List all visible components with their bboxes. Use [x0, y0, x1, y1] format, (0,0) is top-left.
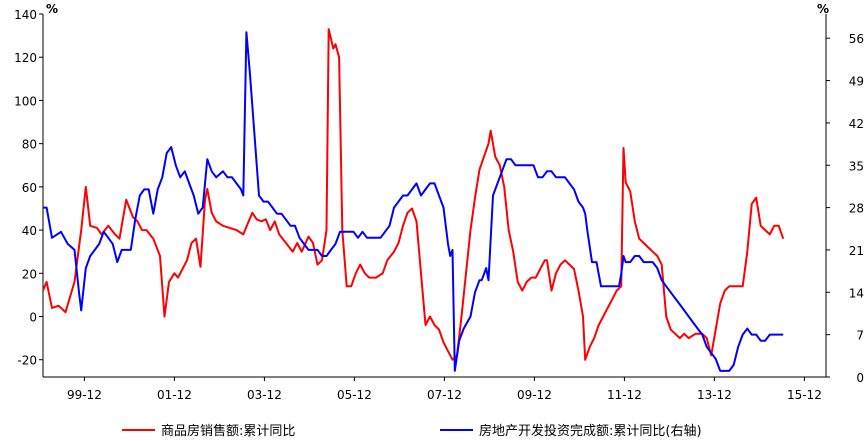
right-tick-label: 0 [856, 371, 864, 385]
left-tick-label: 120 [14, 51, 37, 65]
x-axis-ticks: 99-12 01-12 03-12 05-12 07-12 09-12 11-12 13-12… [67, 377, 822, 402]
x-tick-label: 15-12 [787, 388, 822, 402]
x-tick-label: 09-12 [517, 388, 552, 402]
left-tick-label: 140 [14, 8, 37, 22]
right-axis-unit: % [817, 2, 829, 16]
left-tick-label: -20 [17, 354, 37, 368]
left-axis-ticks: 140 120 100 80 60 40 20 0 -20 [14, 8, 43, 368]
right-tick-label: 14 [849, 286, 864, 300]
right-axis-ticks: 56 49 42 35 28 21 14 7 0 [826, 32, 864, 385]
x-tick-label: 01-12 [157, 388, 192, 402]
x-tick-label: 03-12 [247, 388, 282, 402]
legend-label-sales: 商品房销售额:累计同比 [161, 423, 295, 439]
legend: 商品房销售额:累计同比 房地产开发投资完成额:累计同比(右轴) [122, 423, 702, 439]
right-tick-label: 49 [849, 75, 864, 89]
right-tick-label: 42 [849, 117, 864, 131]
x-tick-label: 07-12 [427, 388, 462, 402]
series-layer [42, 28, 785, 372]
left-tick-label: 40 [22, 224, 37, 238]
x-tick-label: 11-12 [607, 388, 642, 402]
right-tick-label: 35 [849, 159, 864, 173]
left-tick-label: 20 [22, 267, 37, 281]
left-axis-unit: % [46, 2, 58, 16]
right-tick-label: 56 [849, 32, 864, 46]
left-tick-label: 60 [22, 181, 37, 195]
right-tick-label: 21 [849, 244, 864, 258]
legend-label-investment: 房地产开发投资完成额:累计同比(右轴) [479, 423, 702, 439]
left-tick-label: 100 [14, 94, 37, 108]
x-tick-label: 05-12 [337, 388, 372, 402]
left-tick-label: 80 [22, 138, 37, 152]
right-tick-label: 7 [856, 329, 864, 343]
x-tick-label: 99-12 [67, 388, 102, 402]
series-line-investment [43, 31, 784, 372]
right-tick-label: 28 [849, 202, 864, 216]
left-tick-label: 0 [29, 311, 37, 325]
series-line-sales [42, 28, 785, 361]
x-tick-label: 13-12 [697, 388, 732, 402]
